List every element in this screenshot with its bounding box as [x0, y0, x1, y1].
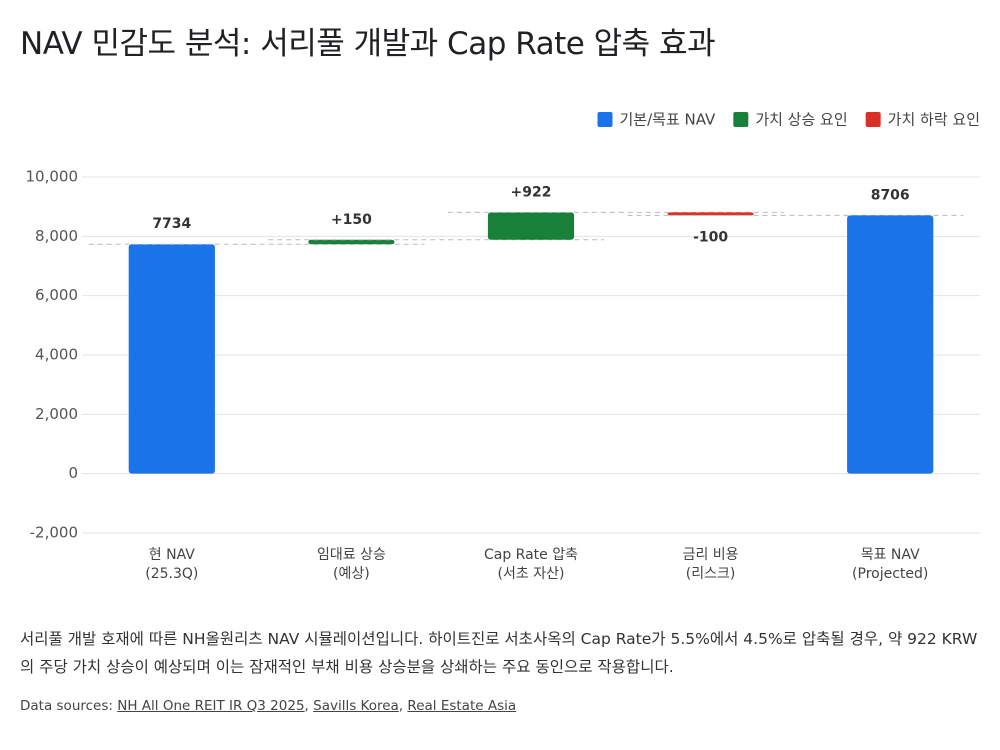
sources-label: Data sources: — [20, 698, 113, 714]
y-tick-label: 4,000 — [35, 346, 78, 364]
value-label: +922 — [511, 184, 552, 200]
x-tick-label: (예상) — [333, 566, 370, 582]
chart: 가치 하락 요인 가치 상승 요인 기본/목표 NAV -2,000 0 2,000 4,0… — [26, 111, 980, 582]
y-tick-label: 0 — [68, 464, 78, 482]
legend-marker — [733, 112, 749, 127]
value-label: +150 — [331, 212, 372, 228]
x-tick-label: 목표 NAV — [861, 547, 920, 563]
bar — [128, 244, 215, 474]
sources: Data sources: NH All One REIT IR Q3 2025… — [20, 698, 517, 714]
y-tick-label: -2,000 — [30, 524, 78, 542]
value-label: 8706 — [871, 187, 910, 203]
bar — [667, 212, 754, 216]
source-link[interactable]: Savills Korea — [313, 698, 399, 714]
x-tick-label: 금리 비용 — [683, 547, 739, 563]
bar — [308, 239, 395, 245]
value-label: -100 — [693, 229, 728, 245]
page-title: NAV 민감도 분석: 서리풀 개발과 Cap Rate 압축 효과 — [20, 26, 716, 62]
description: 서리풀 개발 호재에 따른 NH올원리츠 NAV 시뮬레이션입니다. 하이트진로… — [20, 630, 978, 676]
x-tick-label: 임대료 상승 — [317, 547, 386, 563]
value-label: 7734 — [152, 216, 191, 232]
legend-label: 가치 하락 요인 — [888, 111, 980, 129]
source-link[interactable]: Real Estate Asia — [407, 698, 517, 714]
y-tick-label: 10,000 — [26, 168, 79, 186]
y-tick-label: 2,000 — [35, 405, 78, 423]
y-tick-label: 8,000 — [35, 227, 78, 245]
bar — [847, 215, 934, 474]
legend-marker — [865, 112, 881, 127]
x-tick-label: (서초 자산) — [498, 566, 565, 582]
legend-marker — [597, 112, 613, 127]
source-link[interactable]: NH All One REIT IR Q3 2025 — [117, 698, 305, 714]
legend-label: 기본/목표 NAV — [620, 111, 717, 129]
x-tick-label: (리스크) — [686, 566, 736, 582]
x-tick-label: (25.3Q) — [145, 566, 198, 582]
legend-label: 가치 상승 요인 — [755, 111, 847, 129]
x-tick-label: (Projected) — [852, 566, 928, 582]
x-tick-label: 현 NAV — [149, 547, 195, 563]
bar — [487, 212, 575, 240]
y-tick-label: 6,000 — [35, 286, 78, 304]
x-tick-label: Cap Rate 압축 — [484, 547, 578, 563]
